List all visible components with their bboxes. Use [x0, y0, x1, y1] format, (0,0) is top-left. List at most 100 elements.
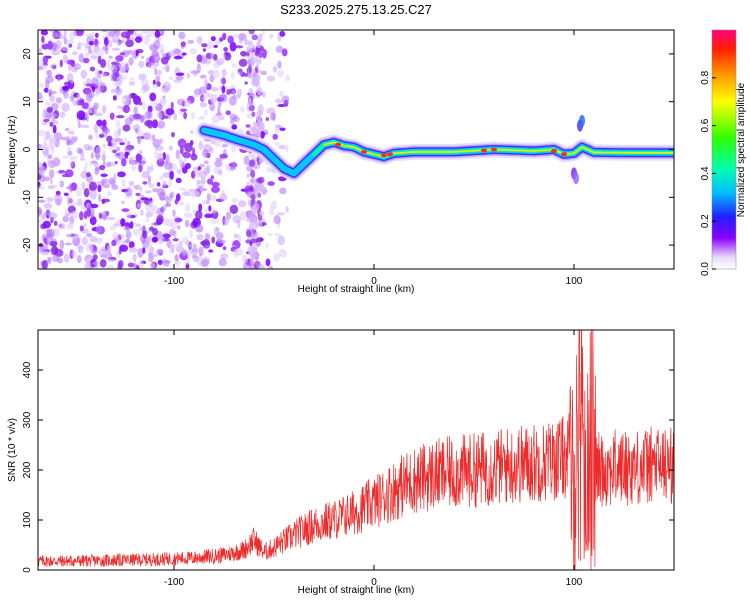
spectrogram-noise-blob [152, 119, 158, 129]
spectrogram-noise-blob [101, 178, 105, 186]
spectrogram-noise-blob [41, 174, 46, 183]
spectrogram-noise-blob [187, 39, 195, 45]
spectrogram-noise-blob [80, 171, 89, 179]
spectrogram-noise-blob [55, 39, 62, 49]
spectrogram-noise-blob [156, 152, 164, 162]
spectrogram-noise-blob [47, 154, 53, 160]
spectrogram-noise-blob [125, 230, 132, 240]
spectrogram-peak [551, 148, 557, 153]
spectrogram-noise-blob [265, 117, 270, 121]
spectrogram-noise-blob [139, 209, 144, 216]
spectrogram-y-tick-label: 10 [22, 96, 33, 108]
snr-y-tick-label: 400 [22, 361, 33, 378]
spectrogram-noise-blob [86, 207, 92, 218]
spectrogram-noise-blob [205, 232, 210, 241]
spectrogram-noise-blob [261, 30, 265, 35]
spectrogram-noise-blob [244, 81, 248, 85]
spectrogram-noise-blob [128, 57, 134, 66]
spectrogram-noise-blob [205, 164, 211, 174]
spectrogram-noise-blob [146, 165, 151, 175]
spectrogram-noise-blob [120, 233, 126, 239]
spectrogram-noise-blob [148, 200, 154, 207]
spectrogram-noise-blob [110, 137, 117, 148]
spectrogram-noise-blob [98, 133, 105, 139]
spectrogram-noise-blob [175, 193, 181, 202]
spectrogram-noise-blob [168, 76, 174, 81]
spectrogram-noise-blob [111, 239, 117, 247]
spectrogram-noise-blob [189, 243, 197, 249]
spectrogram-noise-blob [76, 64, 81, 68]
spectrogram-noise-blob [265, 258, 271, 267]
spectrogram-noise-blob [120, 67, 126, 74]
spectrogram-noise-blob [218, 37, 224, 42]
spectrogram-noise-blob [196, 36, 203, 45]
spectrogram-noise-blob [238, 34, 244, 44]
spectrogram-noise-blob [144, 190, 152, 194]
spectrogram-noise-blob [285, 74, 291, 82]
spectrogram-noise-blob [172, 238, 179, 242]
spectrogram-noise-blob [62, 54, 69, 64]
spectrogram-noise-blob [38, 58, 43, 66]
spectrogram-noise-blob [158, 111, 163, 121]
spectrogram-noise-blob [47, 40, 53, 50]
spectrogram-noise-blob [169, 229, 176, 236]
spectrogram-peak [361, 149, 367, 154]
spectrogram-noise-blob [121, 157, 127, 167]
spectrogram-noise-blob [46, 197, 54, 203]
spectrogram-noise-blob [198, 246, 204, 257]
spectrogram-noise-blob [221, 53, 226, 60]
spectrogram-noise-blob [68, 130, 75, 135]
spectrogram-noise-blob [68, 196, 74, 207]
spectrogram-noise-blob [203, 160, 209, 165]
spectrogram-noise-blob [199, 164, 205, 168]
spectrogram-noise-blob [209, 74, 215, 83]
spectrogram-noise-blob [279, 187, 287, 195]
spectrogram-noise-blob [267, 181, 275, 186]
spectrogram-noise-blob [72, 201, 78, 207]
spectrogram-noise-blob [138, 73, 147, 81]
spectrogram-noise-blob [48, 137, 57, 144]
spectrogram-noise-blob [80, 124, 90, 129]
spectrogram-noise-blob [183, 158, 187, 163]
spectrogram-noise-blob [255, 63, 260, 68]
spectrogram-noise-blob [46, 106, 53, 113]
spectrogram-noise-blob [93, 44, 100, 53]
spectrogram-noise-blob [88, 102, 93, 112]
spectrogram-noise-blob [154, 30, 161, 38]
spectrogram-noise-blob [185, 240, 191, 247]
spectrogram-noise-blob [87, 91, 95, 99]
spectrogram-noise-blob [183, 212, 193, 219]
spectrogram-noise-blob [38, 95, 44, 101]
spectrogram-y-label: Frequency (Hz) [7, 116, 18, 185]
spectrogram-noise-blob [43, 210, 52, 216]
spectrogram-noise-blob [84, 33, 94, 38]
spectrogram-noise-blob [275, 45, 284, 53]
spectrogram-noise-blob [77, 121, 81, 129]
spectrogram-noise-blob [99, 259, 107, 268]
spectrogram-noise-blob [53, 120, 59, 125]
spectrogram-noise-blob [174, 217, 183, 223]
spectrogram-noise-blob [162, 180, 167, 188]
spectrogram-noise-blob [237, 233, 242, 243]
spectrogram-noise-blob [213, 40, 222, 45]
spectrogram-noise-blob [124, 146, 133, 153]
spectrogram-noise-blob [154, 149, 158, 160]
spectrogram-noise-blob [90, 152, 94, 159]
spectrogram-noise-blob [200, 240, 206, 246]
spectrogram-noise-blob [221, 68, 227, 77]
colorbar: 0.0 0.2 0.4 0.6 0.8 Normalized spectral ampl… [700, 29, 747, 276]
spectrogram-noise-blob [258, 51, 264, 58]
spectrogram-noise-blob [199, 101, 208, 108]
spectrogram-noise-blob [266, 107, 276, 115]
spectrogram-noise-blob [142, 181, 148, 185]
spectrogram-noise-blob [49, 169, 55, 179]
spectrogram-noise-blob [241, 254, 249, 264]
spectrogram-noise-blob [247, 246, 254, 256]
spectrogram-noise-blob [247, 41, 254, 47]
spectrogram-noise-blob [194, 191, 201, 198]
spectrogram-noise-blob [117, 127, 122, 136]
spectrogram-noise-blob [278, 248, 287, 258]
spectrogram-noise-blob [38, 48, 43, 54]
